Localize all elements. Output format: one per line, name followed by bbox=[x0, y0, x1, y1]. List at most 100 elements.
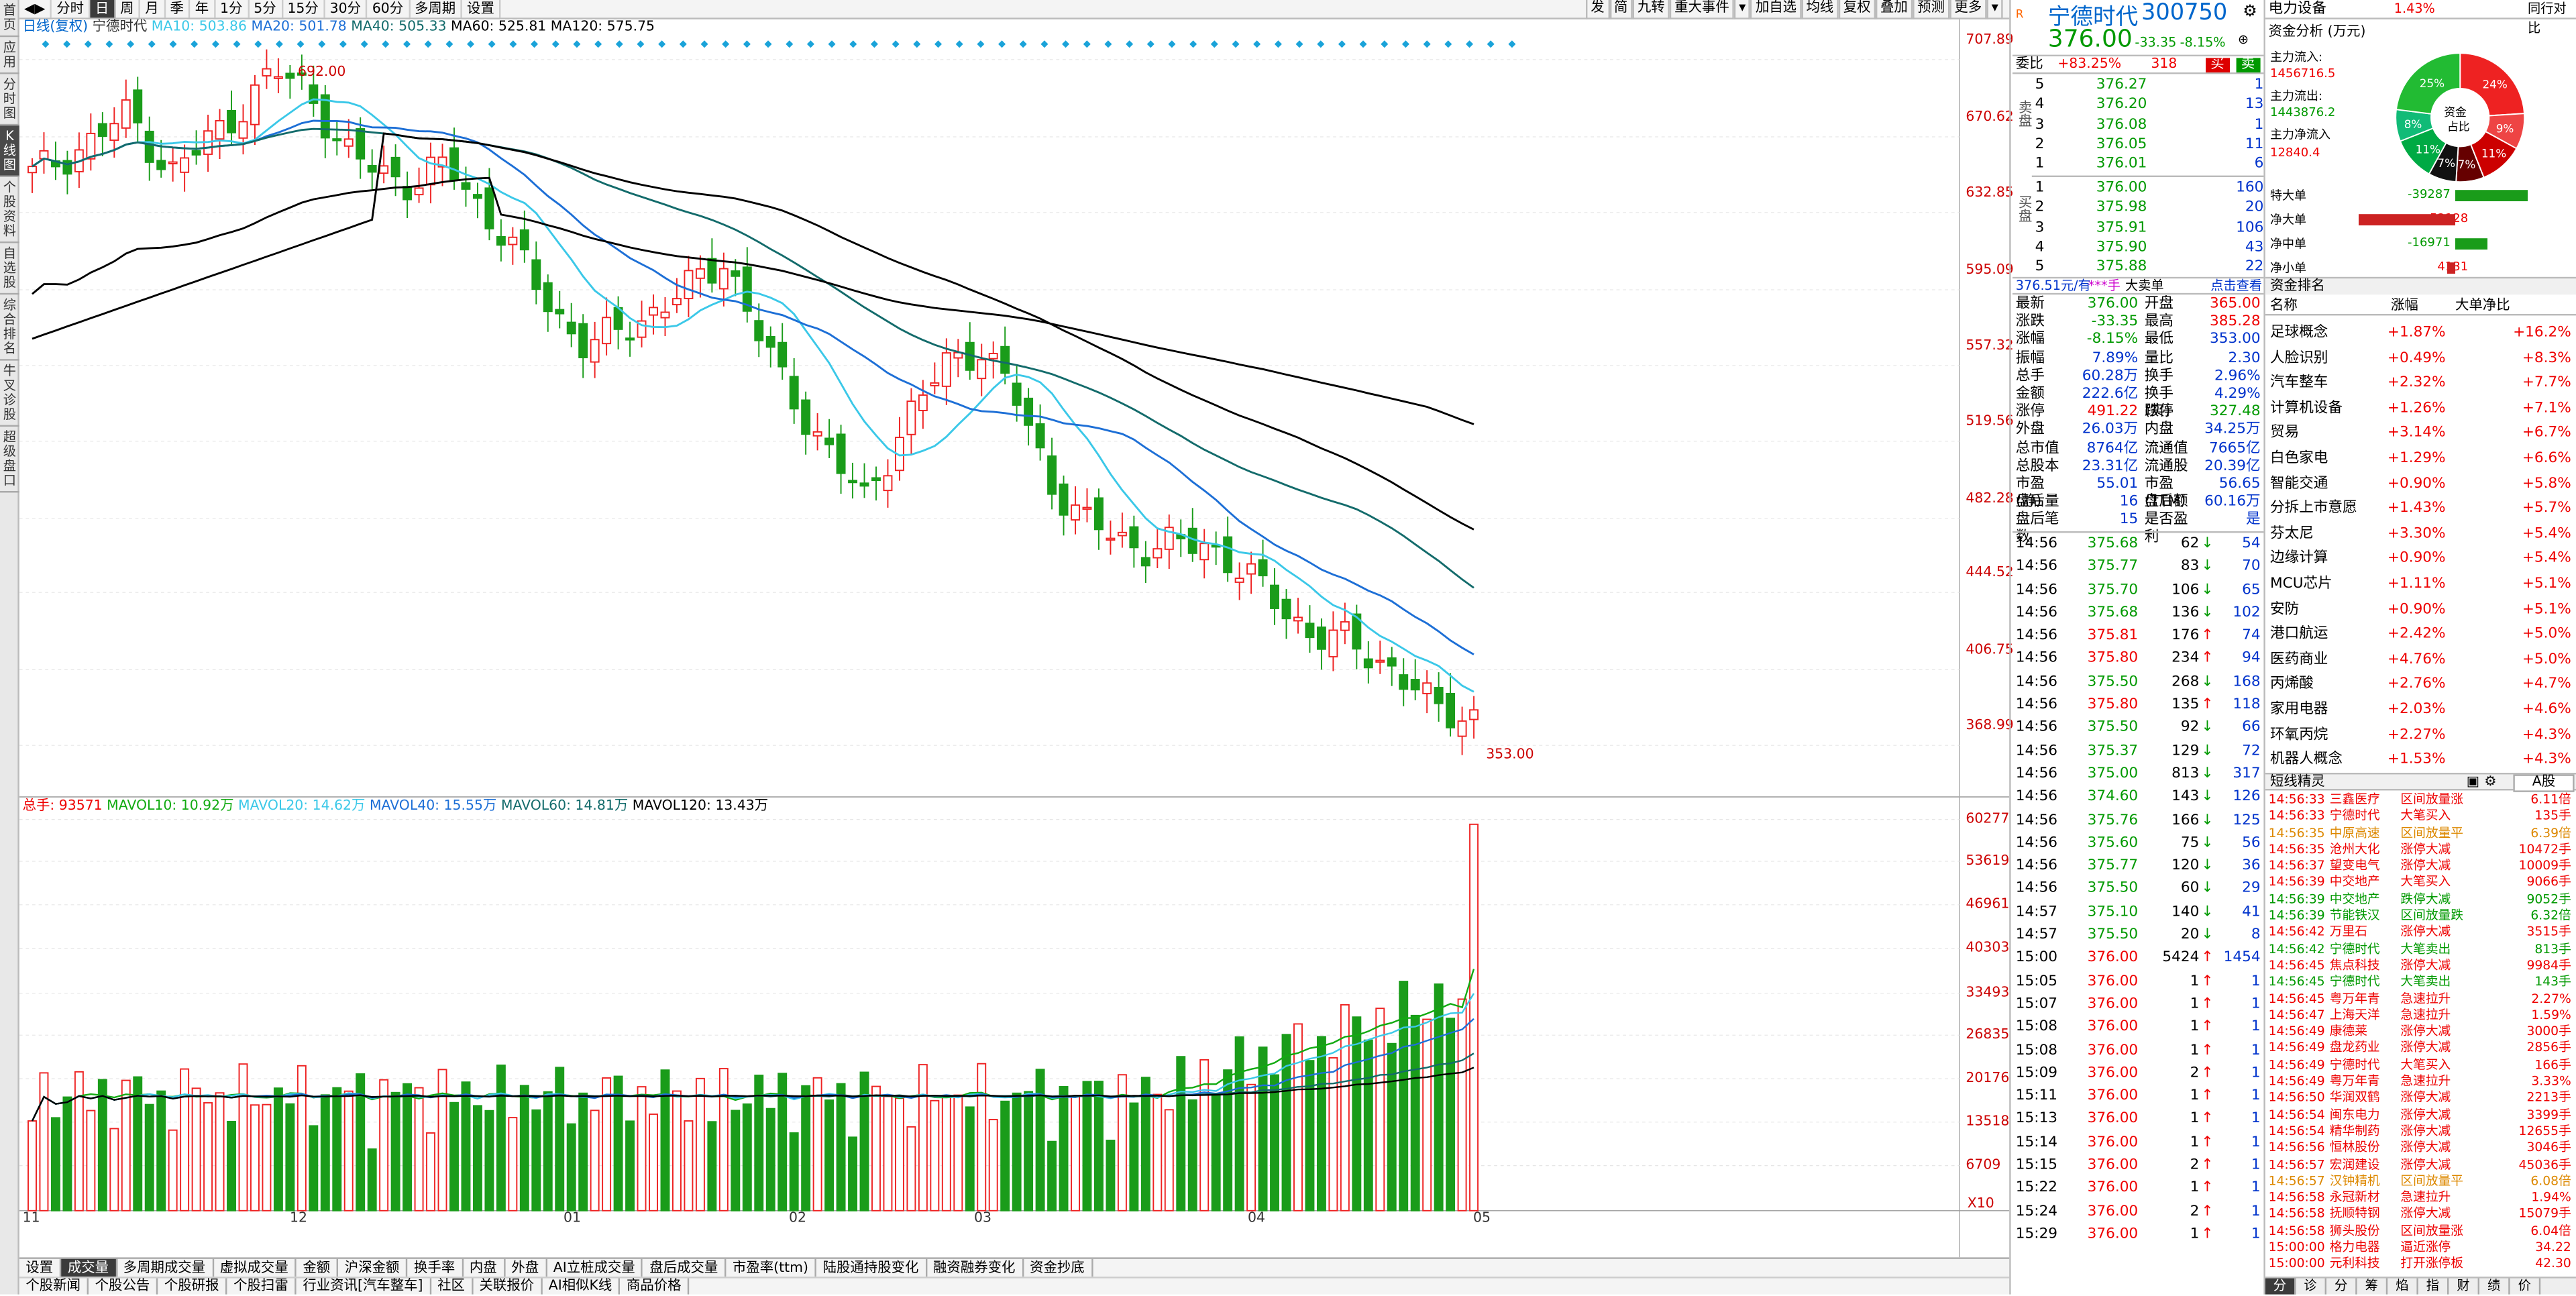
tool-tab-5[interactable]: 加自选 bbox=[1750, 0, 1802, 19]
period-tab-9[interactable]: 15分 bbox=[282, 0, 325, 17]
buy-button[interactable]: 买 bbox=[2206, 57, 2229, 73]
settings-icon[interactable]: ⚙ bbox=[2484, 774, 2497, 791]
rank-row[interactable]: 家用电器 +2.03% +4.6% bbox=[2265, 698, 2576, 723]
tool-tab-0[interactable]: 发 bbox=[1586, 0, 1609, 19]
tool-tab-6[interactable]: 均线 bbox=[1801, 0, 1839, 19]
indicator-tab-1[interactable]: 成交量 bbox=[61, 1258, 117, 1277]
indicator-tab-6[interactable]: 换手率 bbox=[407, 1258, 464, 1277]
period-tab-6[interactable]: 年 bbox=[191, 0, 215, 17]
period-tab-7[interactable]: 1分 bbox=[215, 0, 250, 17]
left-nav-2[interactable]: 分时图 bbox=[0, 74, 19, 126]
tick-row[interactable]: 14:56:42 宁德时代 大笔卖出 813手 bbox=[2265, 941, 2576, 958]
left-nav-1[interactable]: 应用 bbox=[0, 37, 19, 74]
rank-row[interactable]: 安防 +0.90% +5.1% bbox=[2265, 598, 2576, 623]
tick-row[interactable]: 14:56:47 上海天洋 急速拉升 1.59% bbox=[2265, 1008, 2576, 1024]
sell-button[interactable]: 卖 bbox=[2236, 57, 2260, 73]
info-tab-3[interactable]: 个股扫雷 bbox=[227, 1278, 297, 1295]
indicator-tab-5[interactable]: 沪深金额 bbox=[338, 1258, 408, 1277]
tick-row[interactable]: 14:56:50 华润双鹤 涨停大减 2213手 bbox=[2265, 1091, 2576, 1108]
gear-icon[interactable]: ⚙ bbox=[2243, 3, 2257, 21]
left-nav-0[interactable]: 首页 bbox=[0, 0, 19, 38]
period-tab-2[interactable]: 日 bbox=[90, 0, 115, 17]
tick-footer-tab-8[interactable]: 价 bbox=[2510, 1278, 2541, 1295]
left-nav-5[interactable]: 自选股 bbox=[0, 243, 19, 295]
rank-head-net[interactable]: 大单净比 bbox=[2455, 298, 2510, 315]
period-tab-13[interactable]: 设置 bbox=[462, 0, 501, 17]
indicator-tab-7[interactable]: 内盘 bbox=[463, 1258, 505, 1277]
indicator-tab-4[interactable]: 金额 bbox=[297, 1258, 339, 1277]
info-tab-8[interactable]: 商品价格 bbox=[620, 1278, 690, 1295]
indicator-tab-11[interactable]: 市盈率(ttm) bbox=[726, 1258, 816, 1277]
info-tab-4[interactable]: 行业资讯[汽车整车] bbox=[297, 1278, 431, 1295]
rank-row[interactable]: 边缘计算 +0.90% +5.4% bbox=[2265, 548, 2576, 573]
indicator-tab-9[interactable]: AI立桩成交量 bbox=[547, 1258, 643, 1277]
tick-row[interactable]: 15:00:00 元利科技 打开涨停板 42.30 bbox=[2265, 1256, 2576, 1273]
indicator-tab-3[interactable]: 虚拟成交量 bbox=[213, 1258, 297, 1277]
rank-row[interactable]: 人脸识别 +0.49% +8.3% bbox=[2265, 347, 2576, 372]
indicator-tab-8[interactable]: 外盘 bbox=[505, 1258, 547, 1277]
tool-tab-8[interactable]: 叠加 bbox=[1875, 0, 1913, 19]
rank-row[interactable]: 计算机设备 +1.26% +7.1% bbox=[2265, 397, 2576, 422]
period-tab-4[interactable]: 月 bbox=[140, 0, 166, 17]
tick-row[interactable]: 14:56:39 中交地产 跌停大减 9052手 bbox=[2265, 892, 2576, 908]
big-order-link[interactable]: 点击查看 bbox=[2210, 278, 2263, 293]
tick-row[interactable]: 14:56:33 宁德时代 大笔买入 135手 bbox=[2265, 809, 2576, 826]
rank-row[interactable]: 丙烯酸 +2.76% +4.7% bbox=[2265, 673, 2576, 698]
rank-row[interactable]: 港口航运 +2.42% +5.0% bbox=[2265, 623, 2576, 648]
rank-row[interactable]: 智能交通 +0.90% +5.8% bbox=[2265, 473, 2576, 498]
indicator-tab-13[interactable]: 融资融券变化 bbox=[926, 1258, 1024, 1277]
tool-tab-3[interactable]: 重大事件 bbox=[1669, 0, 1734, 19]
rank-row[interactable]: 分拆上市意愿 +1.43% +5.7% bbox=[2265, 498, 2576, 523]
left-nav-8[interactable]: 超级盘口 bbox=[0, 427, 19, 493]
rank-row[interactable]: 芬太尼 +3.30% +5.4% bbox=[2265, 523, 2576, 547]
tick-footer-tab-3[interactable]: 筹 bbox=[2357, 1278, 2388, 1295]
tick-row[interactable]: 14:56:35 中原高速 区间放量平 6.39倍 bbox=[2265, 825, 2576, 842]
tick-row[interactable]: 14:56:58 永冠新材 急速拉升 1.94% bbox=[2265, 1190, 2576, 1207]
tick-row[interactable]: 14:56:49 康德莱 涨停大减 3000手 bbox=[2265, 1024, 2576, 1041]
rank-row[interactable]: 足球概念 +1.87% +16.2% bbox=[2265, 322, 2576, 347]
rank-head-name[interactable]: 名称 bbox=[2270, 298, 2298, 315]
tick-row[interactable]: 14:56:57 宏润建设 涨停大减 45036手 bbox=[2265, 1156, 2576, 1173]
tool-tab-4[interactable]: ▾ bbox=[1733, 0, 1751, 19]
tick-footer-tab-1[interactable]: 诊 bbox=[2296, 1278, 2327, 1295]
tick-row[interactable]: 14:56:39 节能铁汉 区间放量跌 6.32倍 bbox=[2265, 908, 2576, 925]
tick-row[interactable]: 14:56:49 盘龙药业 涨停大减 2856手 bbox=[2265, 1040, 2576, 1057]
tick-row[interactable]: 14:56:58 抚顺特钢 涨停大减 15079手 bbox=[2265, 1207, 2576, 1224]
tick-row[interactable]: 14:56:56 恒林股份 涨停大减 3046手 bbox=[2265, 1140, 2576, 1157]
left-nav-3[interactable]: K线图 bbox=[0, 125, 19, 177]
info-tab-5[interactable]: 社区 bbox=[431, 1278, 473, 1295]
tick-row[interactable]: 14:56:39 中交地产 大笔买入 9066手 bbox=[2265, 875, 2576, 892]
tool-tab-1[interactable]: 简 bbox=[1609, 0, 1633, 19]
left-nav-6[interactable]: 综合排名 bbox=[0, 294, 19, 361]
info-tab-0[interactable]: 个股新闻 bbox=[19, 1278, 89, 1295]
industry-name[interactable]: 电力设备 bbox=[2268, 1, 2327, 18]
rank-row[interactable]: 医药商业 +4.76% +5.0% bbox=[2265, 649, 2576, 673]
tick-row[interactable]: 14:56:49 宁德时代 大笔买入 166手 bbox=[2265, 1057, 2576, 1074]
left-nav-4[interactable]: 个股资料 bbox=[0, 177, 19, 244]
tick-row[interactable]: 14:56:37 望变电气 涨停大减 10009手 bbox=[2265, 859, 2576, 875]
rank-row[interactable]: MCU芯片 +1.11% +5.1% bbox=[2265, 573, 2576, 598]
rank-row[interactable]: 汽车整车 +2.32% +7.7% bbox=[2265, 372, 2576, 397]
period-tab-0[interactable]: ◀▶ bbox=[19, 0, 52, 17]
tick-footer-tab-2[interactable]: 分 bbox=[2326, 1278, 2357, 1295]
period-tab-5[interactable]: 季 bbox=[165, 0, 191, 17]
info-tab-2[interactable]: 个股研报 bbox=[158, 1278, 227, 1295]
info-tab-7[interactable]: AI相似K线 bbox=[542, 1278, 621, 1295]
indicator-tab-2[interactable]: 多周期成交量 bbox=[117, 1258, 214, 1277]
tick-row[interactable]: 14:56:54 闽东电力 涨停大减 3399手 bbox=[2265, 1107, 2576, 1124]
indicator-tab-0[interactable]: 设置 bbox=[19, 1258, 62, 1277]
market-select[interactable]: A股 bbox=[2513, 774, 2575, 792]
period-tab-10[interactable]: 30分 bbox=[325, 0, 368, 17]
tick-row[interactable]: 14:56:42 万里石 涨停大减 3515手 bbox=[2265, 925, 2576, 942]
tool-tab-9[interactable]: 预测 bbox=[1912, 0, 1950, 19]
tick-footer-tab-7[interactable]: 绩 bbox=[2479, 1278, 2510, 1295]
tick-row[interactable]: 14:56:49 粤万年青 急速拉升 3.33% bbox=[2265, 1074, 2576, 1091]
tool-tab-2[interactable]: 九转 bbox=[1632, 0, 1670, 19]
left-nav-7[interactable]: 牛叉诊股 bbox=[0, 361, 19, 427]
rank-row[interactable]: 贸易 +3.14% +6.7% bbox=[2265, 423, 2576, 447]
tool-tab-11[interactable]: ▾ bbox=[1986, 0, 2004, 19]
rank-row[interactable]: 白色家电 +1.29% +6.6% bbox=[2265, 447, 2576, 472]
indicator-tab-14[interactable]: 资金抄底 bbox=[1023, 1258, 1093, 1277]
tick-row[interactable]: 14:56:45 宁德时代 大笔卖出 143手 bbox=[2265, 975, 2576, 991]
rank-row[interactable]: 机器人概念 +1.53% +4.3% bbox=[2265, 749, 2576, 773]
